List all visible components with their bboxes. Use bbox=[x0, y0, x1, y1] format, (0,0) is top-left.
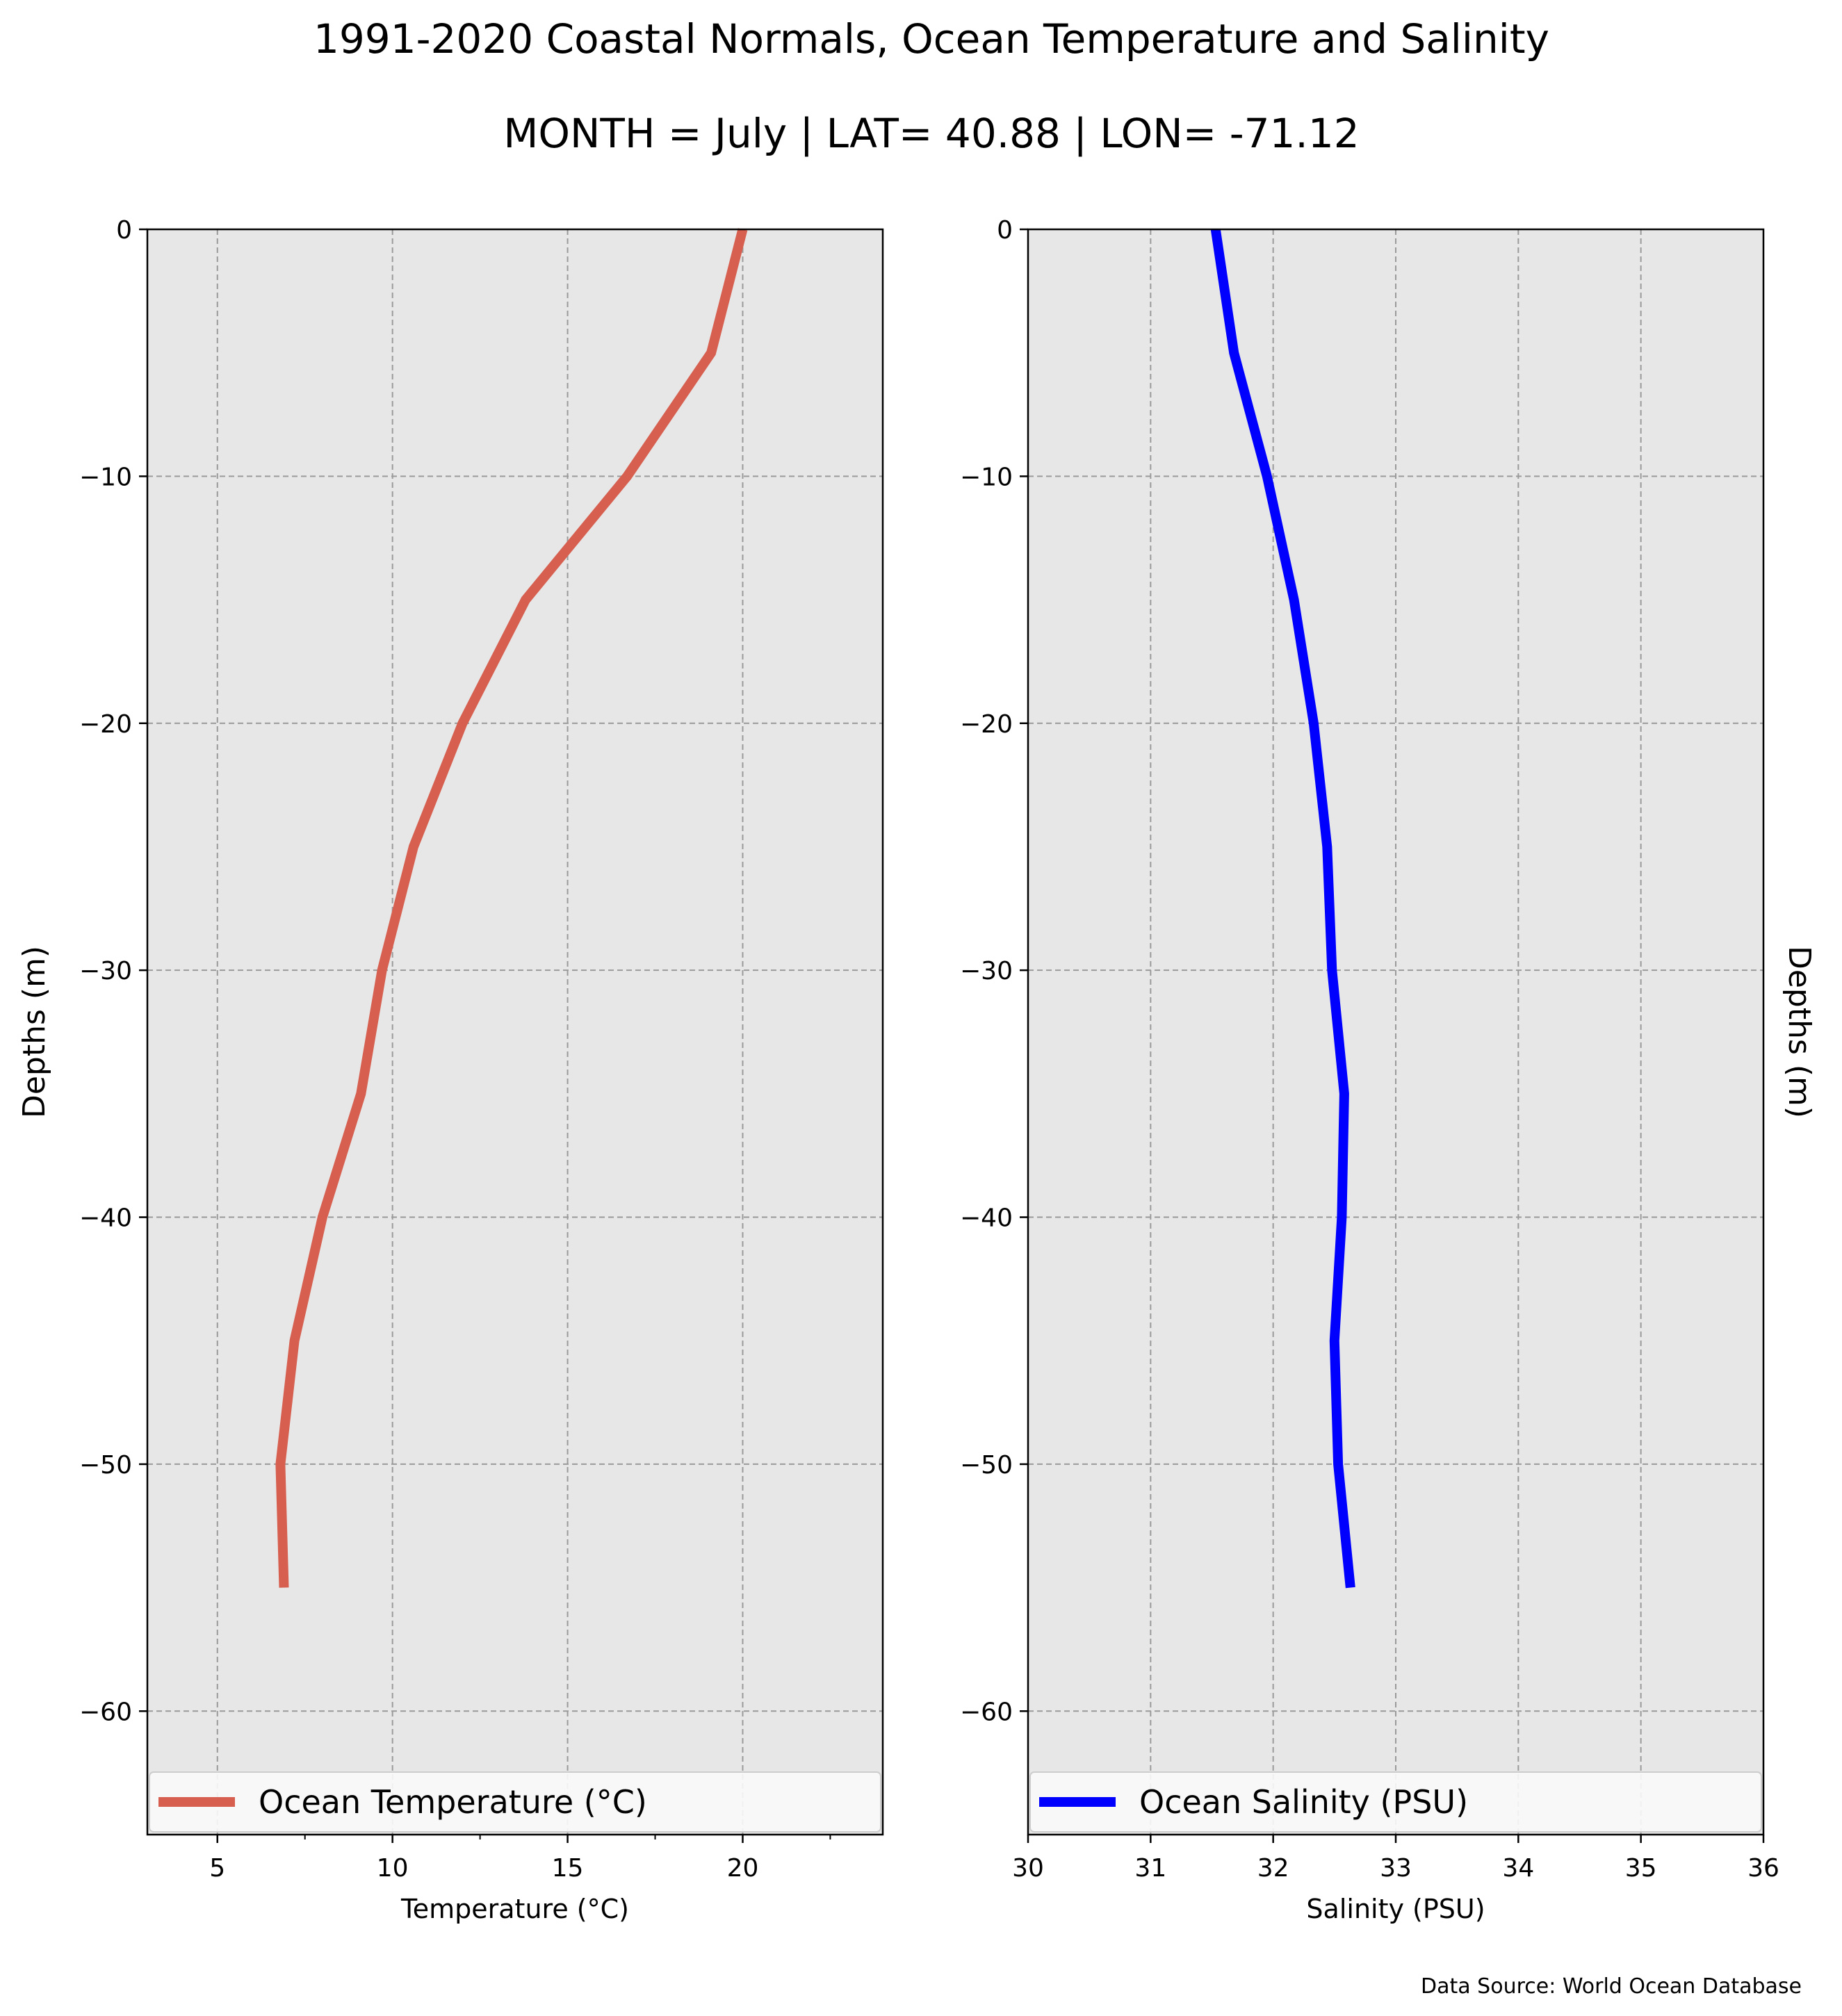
sal-y-axis-label: Depths (m) bbox=[1782, 946, 1817, 1118]
sal-x-tick-label: 30 bbox=[1012, 1854, 1044, 1883]
sal-y-tick-label: −20 bbox=[960, 710, 1013, 739]
sal-y-tick-label: −30 bbox=[960, 957, 1013, 985]
temp-y-tick-label: −10 bbox=[79, 463, 132, 491]
sal-x-tick-label: 35 bbox=[1625, 1854, 1657, 1883]
temp-legend: Ocean Temperature (°C) bbox=[149, 1771, 881, 1833]
temp-y-tick-label: −40 bbox=[79, 1204, 132, 1233]
sal-y-tick-label: −40 bbox=[960, 1204, 1013, 1233]
sal-x-axis-label: Salinity (PSU) bbox=[1306, 1894, 1485, 1924]
temp-y-tick-label: −30 bbox=[79, 957, 132, 985]
figure-title-line2: MONTH = July | LAT= 40.88 | LON= -71.12 bbox=[503, 110, 1359, 157]
temp-x-axis-label: Temperature (°C) bbox=[400, 1894, 629, 1924]
temp-plot-background bbox=[147, 229, 883, 1835]
temp-x-tick-label: 5 bbox=[209, 1854, 225, 1883]
sal-x-tick-label: 34 bbox=[1502, 1854, 1534, 1883]
sal-legend-label: Ocean Salinity (PSU) bbox=[1139, 1783, 1468, 1821]
salinity-panel: 30 31 32 33 34 35 36 0 −10 −20 −30 −40 −50 −60 Salinit… bbox=[960, 216, 1817, 1924]
figure-title-line1: 1991-2020 Coastal Normals, Ocean Tempera… bbox=[313, 15, 1549, 63]
sal-x-tick-label: 31 bbox=[1134, 1854, 1166, 1883]
temp-legend-box bbox=[149, 1771, 881, 1833]
temp-y-tick-label: 0 bbox=[116, 216, 132, 245]
temp-y-tick-label: −50 bbox=[79, 1451, 132, 1480]
sal-legend-box bbox=[1029, 1771, 1762, 1833]
temp-x-tick-label: 10 bbox=[377, 1854, 409, 1883]
temp-y-tick-label: −60 bbox=[79, 1698, 132, 1726]
sal-x-tick-label: 33 bbox=[1380, 1854, 1412, 1883]
temp-y-axis-label: Depths (m) bbox=[17, 946, 52, 1118]
temp-axes-frame bbox=[146, 228, 884, 1836]
sal-y-tick-label: −50 bbox=[960, 1451, 1013, 1480]
sal-y-tick-label: −60 bbox=[960, 1698, 1013, 1726]
temp-y-tick-label: −20 bbox=[79, 710, 132, 739]
sal-x-tick-label: 32 bbox=[1257, 1854, 1289, 1883]
sal-series-line bbox=[1210, 228, 1355, 1589]
sal-y-tick-label: −10 bbox=[960, 463, 1013, 491]
sal-y-tick-label: 0 bbox=[997, 216, 1013, 245]
temp-x-tick-label: 15 bbox=[552, 1854, 584, 1883]
sal-x-tick-label: 36 bbox=[1747, 1854, 1779, 1883]
temp-legend-label: Ocean Temperature (°C) bbox=[259, 1783, 647, 1821]
temp-series-line bbox=[275, 228, 748, 1588]
data-source-note: Data Source: World Ocean Database bbox=[1421, 1974, 1802, 1999]
sal-legend: Ocean Salinity (PSU) bbox=[1029, 1771, 1762, 1833]
temp-x-tick-label: 20 bbox=[727, 1854, 759, 1883]
temperature-panel: 5 10 15 20 0 −10 −20 −30 −40 −50 −60 Temperature (°… bbox=[17, 216, 884, 1924]
